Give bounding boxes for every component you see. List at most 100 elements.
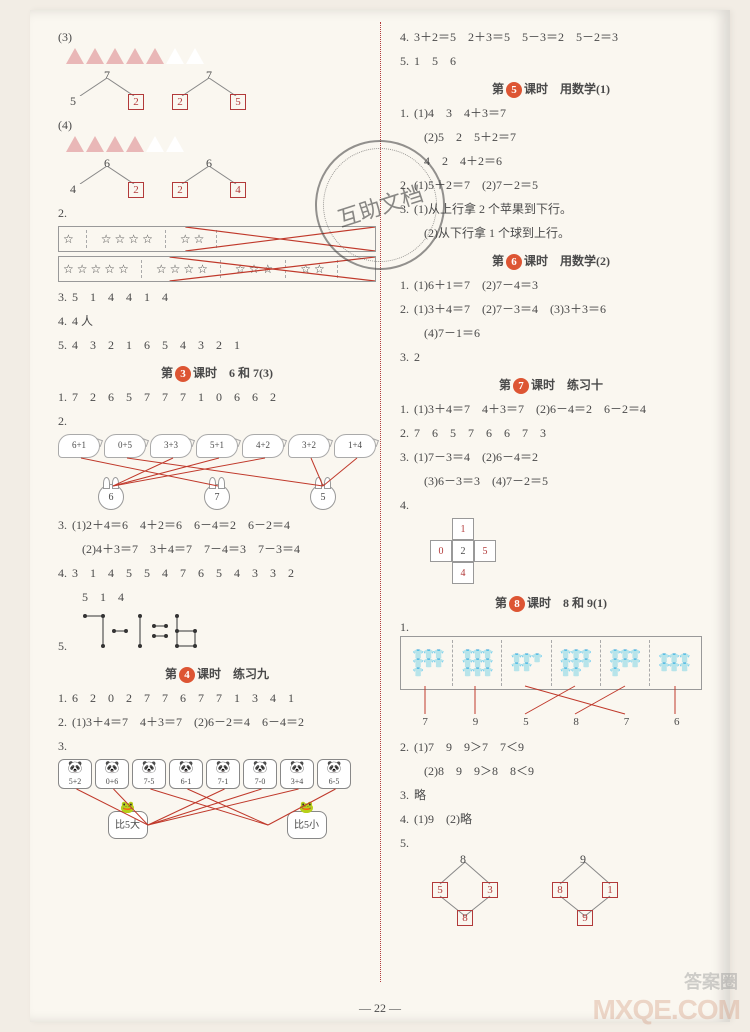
sect8-title: 课时 8 和 9(1): [527, 596, 607, 610]
left-column: (3) 7 5 2 7 2 5 (4): [58, 28, 376, 1014]
r4-label: 4.: [400, 28, 414, 46]
sect6-title: 课时 用数学(2): [524, 254, 610, 268]
triangle-icon: [146, 136, 164, 152]
triangle-row-4: [66, 136, 376, 152]
page-number: 22: [359, 1001, 401, 1016]
star-icon: ☆: [77, 260, 88, 278]
sect4-num: 4: [179, 667, 195, 683]
triangle-icon: [186, 48, 204, 64]
s8-4-label: 4.: [400, 810, 414, 828]
star-box-b: ☆☆☆☆☆☆☆☆☆☆☆☆☆☆: [58, 256, 376, 282]
plus-right: 5: [474, 540, 496, 562]
q4-label: (4): [58, 118, 72, 132]
plus-bottom: 4: [452, 562, 474, 584]
s8-5-trees: 5. 8 5 3 8 9 8 1 9: [400, 834, 702, 924]
triangle-icon: [146, 48, 164, 64]
split-6b: 6 2 4: [164, 154, 254, 198]
r4-vals: 3＋2＝5 2＋3＝5 5－3＝2 5－2＝3: [414, 30, 618, 44]
star-icon: ☆: [104, 260, 115, 278]
s5-lbl3: 3.: [400, 200, 414, 218]
s4-2-vals: (1)3＋4＝7 4＋3＝7 (2)6－2＝4 6－4＝2: [72, 715, 304, 729]
s7-2-vals: 7 6 5 7 6 6 7 3: [414, 426, 546, 440]
s7-1-vals: (1)3＋4＝7 4＋3＝7 (2)6－4＝2 6－2＝4: [414, 402, 646, 416]
star-icon: ☆: [235, 260, 246, 278]
star-icon: ☆: [180, 230, 191, 248]
s8-1-label: 1.: [400, 618, 414, 636]
s8-3-vals: 略: [414, 788, 426, 802]
sect3-num: 3: [175, 366, 191, 382]
section-7-title: 第7课时 练习十: [400, 376, 702, 394]
star-icon: ☆: [63, 230, 74, 248]
s6-2-l2: (4)7－1＝6: [424, 326, 480, 340]
plus-diagram: 1 0 2 5 4: [430, 518, 496, 584]
s6-1-vals: (1)6＋1＝7 (2)7－4＝3: [414, 278, 538, 292]
section-8-title: 第8课时 8 和 9(1): [400, 594, 702, 612]
dot-7: [81, 612, 107, 650]
triangle-icon: [166, 136, 184, 152]
star-icon: ☆: [118, 260, 129, 278]
s3-1-label: 1.: [58, 388, 72, 406]
star-icon: ☆: [91, 260, 102, 278]
split-7a: 7 5 2: [62, 66, 152, 110]
sect3-title: 课时 6 和 7(3): [193, 366, 273, 380]
star-icon: ☆: [300, 260, 311, 278]
sect8-num: 8: [509, 596, 525, 612]
s7-3-l2: (3)6－3＝3 (4)7－2＝5: [424, 474, 548, 488]
s3-3-l1: (1)2＋4＝6 4＋2＝6 6－4＝2 6－2＝4: [72, 518, 290, 532]
q2-stars: 2. ☆☆☆☆☆☆☆ ☆☆☆☆☆☆☆☆☆☆☆☆☆☆: [58, 204, 376, 282]
column-divider: [380, 22, 381, 982]
star-icon: ☆: [101, 230, 112, 248]
sect7-num: 7: [513, 378, 529, 394]
s5-lbl2: 2.: [400, 176, 414, 194]
dot-minus: [111, 612, 129, 650]
triangle-icon: [106, 48, 124, 64]
s4-1-vals: 6 2 0 2 7 7 6 7 7 1 3 4 1: [72, 691, 294, 705]
s5-lbl1: 1.: [400, 104, 414, 122]
s6-2-l1: (1)3＋4＝7 (2)7－3＝4 (3)3＋3＝6: [414, 302, 606, 316]
dot-6: [173, 612, 199, 650]
split-6a: 6 4 2: [62, 154, 152, 198]
s6-3-vals: 2: [414, 350, 420, 364]
s4-1-label: 1.: [58, 689, 72, 707]
section-5-title: 第5课时 用数学(1): [400, 80, 702, 98]
section-4-title: 第4课时 练习九: [58, 665, 376, 683]
star-icon: ☆: [115, 230, 126, 248]
section-6-title: 第6课时 用数学(2): [400, 252, 702, 270]
s5-l5b: (2)从下行拿 1 个球到上行。: [424, 226, 570, 240]
s5-l5a: (1)从上行拿 2 个苹果到下行。: [414, 202, 572, 216]
number-tree: 9 8 1 9: [540, 852, 630, 924]
s5-l3: 4 2 4＋2＝6: [424, 154, 502, 168]
s4-3-match: 3. 5+20+67-56-17-17-03+46-5 比5大比5小: [58, 737, 376, 849]
s3-5-dots: 5.: [58, 612, 376, 655]
star-icon: ☆: [63, 260, 74, 278]
star-box-a: ☆☆☆☆☆☆☆: [58, 226, 376, 252]
sect6-num: 6: [506, 254, 522, 270]
sect5-num: 5: [506, 82, 522, 98]
star-icon: ☆: [249, 260, 260, 278]
l-q4-vals: 4 人: [72, 314, 93, 328]
s3-5-label: 5.: [58, 637, 72, 655]
triangle-icon: [66, 48, 84, 64]
s3-3-label: 3.: [58, 516, 72, 534]
s8-3-label: 3.: [400, 786, 414, 804]
star-icon: ☆: [194, 230, 205, 248]
s8-2-l1: (1)7 9 9＞7 7＜9: [414, 740, 524, 754]
sect5-title: 课时 用数学(1): [524, 82, 610, 96]
s3-4-l2: 5 1 4: [82, 590, 124, 604]
s8-4-vals: (1)9 (2)略: [414, 812, 472, 826]
triangle-icon: [86, 48, 104, 64]
plus-left: 0: [430, 540, 452, 562]
r5-vals: 1 5 6: [414, 54, 456, 68]
triangle-icon: [106, 136, 124, 152]
s3-4-l1: 3 1 4 5 5 4 7 6 5 4 3 3 2: [72, 566, 294, 580]
s8-1-bears: 1. 👕👕👕 👕👕👕 👕👕👕👕 👕👕👕 👕👕👕 👕👕👕 👕👕👕👕👕 👕👕👕 👕👕…: [400, 618, 702, 732]
star-icon: ☆: [170, 260, 181, 278]
s8-5-label: 5.: [400, 834, 414, 852]
l-q4-label: 4.: [58, 312, 72, 330]
s3-4-label: 4.: [58, 564, 72, 582]
s3-2-match: 2. 6+10+53+35+14+23+21+4 675: [58, 412, 376, 510]
s5-l2: (2)5 2 5＋2＝7: [424, 130, 516, 144]
s4-3-label: 3.: [58, 737, 72, 755]
s6-3-label: 3.: [400, 348, 414, 366]
page: (3) 7 5 2 7 2 5 (4): [30, 10, 730, 1022]
